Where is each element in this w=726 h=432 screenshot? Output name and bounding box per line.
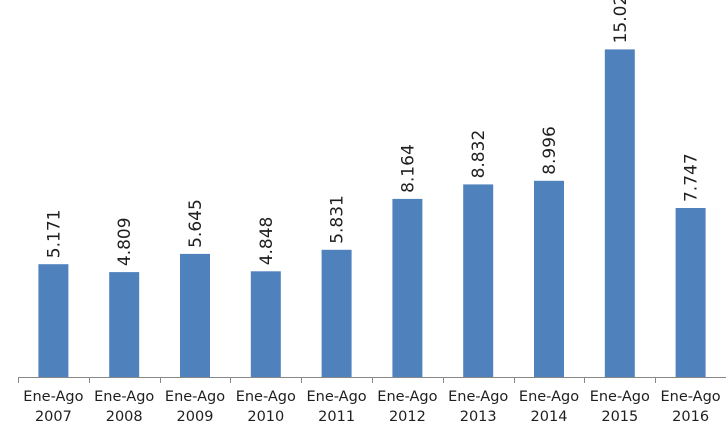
bar [675, 208, 706, 377]
category-label: 2016 [672, 409, 709, 425]
bars-group [38, 49, 706, 378]
category-label: 2009 [177, 409, 214, 425]
data-label: 5.171 [44, 210, 64, 259]
data-labels-group: 5.171 4.809 5.645 4.848 5.831 8.164 8.832 8.996… [44, 0, 701, 266]
category-label: Ene-Ago [377, 389, 437, 405]
bar [534, 180, 564, 377]
category-labels-group: Ene-Ago 2007 Ene-Ago 2008 Ene-Ago 2009 Ene-Ago… [23, 389, 721, 425]
data-label: 8.832 [469, 130, 489, 179]
category-label: 2012 [389, 409, 426, 425]
bar [604, 49, 635, 378]
data-label: 5.645 [186, 199, 206, 248]
bar [38, 264, 69, 377]
category-label: Ene-Ago [165, 389, 225, 405]
category-label: 2011 [318, 409, 355, 425]
category-label: Ene-Ago [236, 389, 296, 405]
bar [321, 249, 352, 377]
bar [463, 184, 494, 377]
category-label: Ene-Ago [307, 389, 367, 405]
category-label: Ene-Ago [94, 389, 154, 405]
category-label: 2015 [601, 409, 638, 425]
category-label: Ene-Ago [590, 389, 650, 405]
category-label: 2014 [531, 409, 568, 425]
data-label: 4.848 [257, 217, 277, 266]
data-label: 15.020 [611, 0, 631, 43]
category-label: 2010 [247, 409, 284, 425]
data-label: 8.164 [398, 144, 418, 193]
bar [180, 253, 210, 377]
x-axis-ticks [18, 377, 656, 383]
data-label: 8.996 [540, 126, 560, 175]
bar [109, 272, 140, 377]
data-label: 4.809 [115, 217, 135, 266]
data-label: 7.747 [682, 153, 702, 202]
category-label: Ene-Ago [661, 389, 721, 405]
data-label: 5.831 [328, 195, 348, 244]
bar [392, 198, 423, 377]
category-label: 2008 [106, 409, 143, 425]
category-label: Ene-Ago [519, 389, 579, 405]
category-label: 2007 [35, 409, 72, 425]
category-label: Ene-Ago [448, 389, 508, 405]
category-label: Ene-Ago [23, 389, 83, 405]
category-label: 2013 [460, 409, 497, 425]
bar [250, 271, 281, 377]
